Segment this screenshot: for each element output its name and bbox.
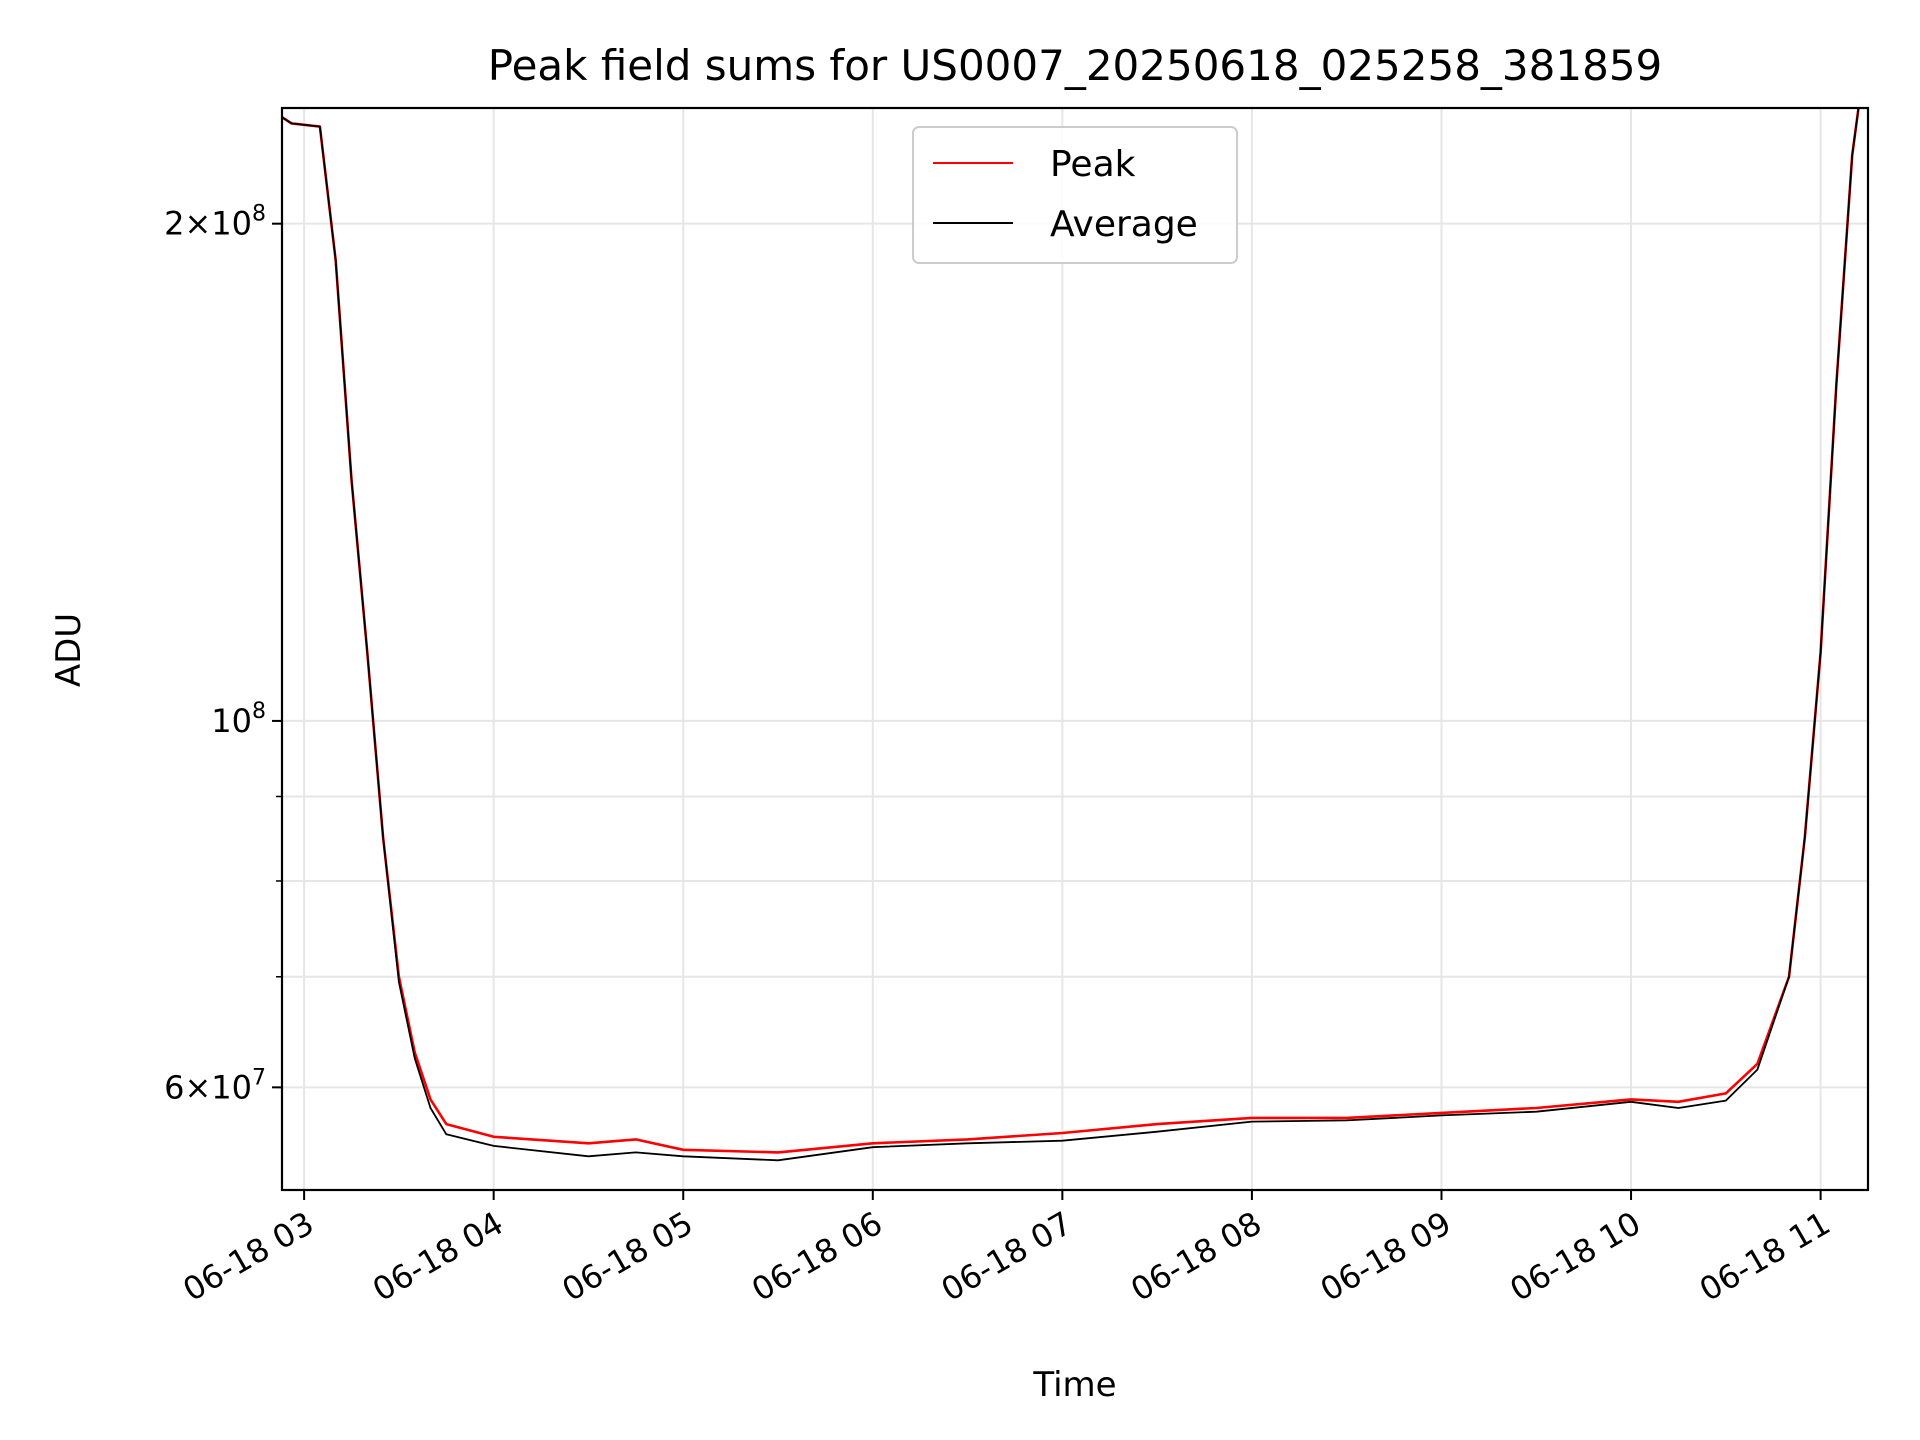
- series-line-average: [281, 107, 1860, 1162]
- y-tick-mantissa: 6: [164, 1068, 184, 1106]
- y-axis-title: ADU: [49, 613, 89, 687]
- y-tick-base: ×10: [184, 205, 252, 243]
- legend-box: [912, 126, 1238, 264]
- legend-label-peak: Peak: [1050, 144, 1136, 185]
- y-tick-label: 108: [211, 699, 266, 740]
- y-tick-label: 6×107: [164, 1065, 266, 1106]
- series-layer: [281, 107, 1860, 1162]
- y-tick-exponent: 7: [252, 1065, 266, 1090]
- x-axis-title: Time: [1032, 1365, 1116, 1405]
- y-tick-base: 10: [211, 702, 252, 740]
- chart-title: Peak field sums for US0007_20250618_0252…: [488, 41, 1663, 90]
- plot-frame: [280, 106, 1870, 1192]
- y-tick-label: 2×108: [164, 202, 266, 243]
- y-tick-base: ×10: [184, 1068, 252, 1106]
- legend: Peak Average: [912, 126, 1238, 264]
- y-tick-mantissa: 2: [164, 205, 184, 243]
- y-tick-exponent: 8: [252, 699, 266, 724]
- legend-label-average: Average: [1050, 204, 1198, 245]
- y-tick-exponent: 8: [252, 202, 266, 227]
